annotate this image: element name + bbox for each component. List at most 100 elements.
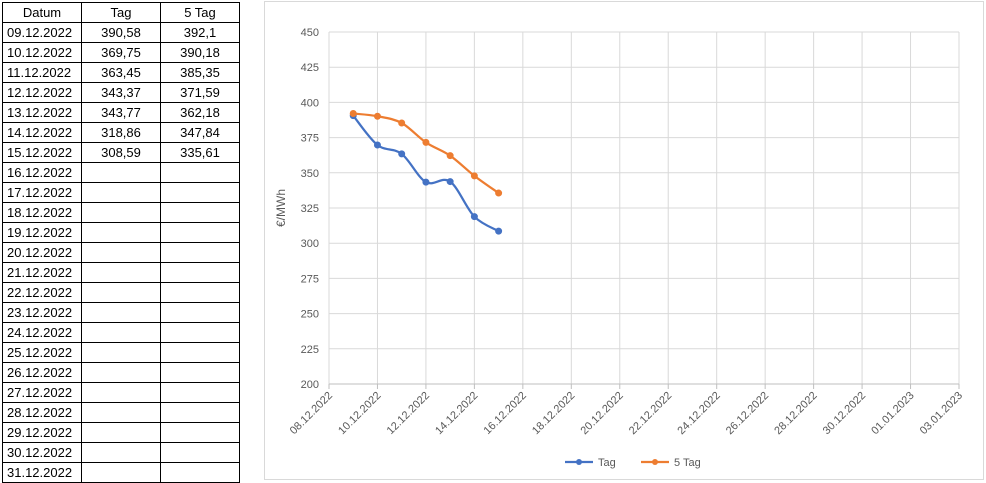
cell-5-tag[interactable]	[160, 402, 240, 423]
cell-tag[interactable]: 308,59	[81, 142, 161, 163]
x-tick-label: 18.12.2022	[530, 390, 577, 437]
cell-5-tag[interactable]	[160, 382, 240, 403]
cell-datum[interactable]: 23.12.2022	[2, 302, 82, 323]
cell-datum[interactable]: 16.12.2022	[2, 162, 82, 183]
cell-5-tag[interactable]: 347,84	[160, 122, 240, 143]
cell-tag[interactable]	[81, 162, 161, 183]
cell-5-tag[interactable]: 390,18	[160, 42, 240, 63]
cell-5-tag[interactable]: 371,59	[160, 82, 240, 103]
cell-datum[interactable]: 29.12.2022	[2, 422, 82, 443]
cell-tag[interactable]	[81, 222, 161, 243]
y-tick-label: 300	[301, 238, 319, 250]
cell-datum[interactable]: 27.12.2022	[2, 382, 82, 403]
cell-tag[interactable]: 343,37	[81, 82, 161, 103]
cell-tag[interactable]	[81, 342, 161, 363]
cell-5-tag[interactable]	[160, 182, 240, 203]
cell-datum[interactable]: 10.12.2022	[2, 42, 82, 63]
cell-tag[interactable]	[81, 422, 161, 443]
cell-5-tag[interactable]	[160, 162, 240, 183]
x-tick-label: 14.12.2022	[433, 390, 480, 437]
cell-tag[interactable]	[81, 202, 161, 223]
cell-tag[interactable]	[81, 382, 161, 403]
x-tick-label: 30.12.2022	[821, 390, 868, 437]
table-row: 29.12.2022	[2, 422, 240, 443]
cell-datum[interactable]: 24.12.2022	[2, 322, 82, 343]
legend-swatch-marker	[652, 459, 658, 465]
y-tick-label: 225	[301, 344, 319, 356]
table-row: 11.12.2022 363,45 385,35	[2, 62, 240, 83]
cell-tag[interactable]	[81, 242, 161, 263]
cell-datum[interactable]: 18.12.2022	[2, 202, 82, 223]
cell-5-tag[interactable]: 385,35	[160, 62, 240, 83]
table-row: 18.12.2022	[2, 202, 240, 223]
cell-tag[interactable]: 343,77	[81, 102, 161, 123]
cell-datum[interactable]: 21.12.2022	[2, 262, 82, 283]
table-row: 27.12.2022	[2, 382, 240, 403]
cell-datum[interactable]: 28.12.2022	[2, 402, 82, 423]
cell-5-tag[interactable]	[160, 322, 240, 343]
cell-datum[interactable]: 25.12.2022	[2, 342, 82, 363]
cell-5-tag[interactable]	[160, 442, 240, 463]
cell-5-tag[interactable]	[160, 242, 240, 263]
cell-5-tag[interactable]	[160, 302, 240, 323]
cell-tag[interactable]	[81, 462, 161, 483]
data-point	[398, 150, 406, 158]
y-tick-label: 425	[301, 62, 319, 74]
table-row: 22.12.2022	[2, 282, 240, 303]
cell-5-tag[interactable]	[160, 362, 240, 383]
cell-tag[interactable]	[81, 262, 161, 283]
cell-tag[interactable]: 318,86	[81, 122, 161, 143]
y-tick-label: 375	[301, 133, 319, 145]
cell-datum[interactable]: 11.12.2022	[2, 62, 82, 83]
data-point	[398, 119, 406, 127]
cell-5-tag[interactable]: 362,18	[160, 102, 240, 123]
cell-tag[interactable]	[81, 322, 161, 343]
cell-5-tag[interactable]	[160, 422, 240, 443]
table-row: 12.12.2022 343,37 371,59	[2, 82, 240, 103]
y-tick-label: 250	[301, 309, 319, 321]
cell-datum[interactable]: 14.12.2022	[2, 122, 82, 143]
cell-tag[interactable]	[81, 302, 161, 323]
y-tick-label: 200	[301, 379, 319, 391]
cell-5-tag[interactable]: 392,1	[160, 22, 240, 43]
cell-datum[interactable]: 09.12.2022	[2, 22, 82, 43]
cell-tag[interactable]	[81, 182, 161, 203]
header-datum[interactable]: Datum	[2, 2, 82, 23]
x-tick-label: 08.12.2022	[288, 390, 335, 437]
chart-area[interactable]: 200 225 250 275 300 325 350 375 400 425 450 08.12.2…	[264, 1, 984, 480]
cell-5-tag[interactable]: 335,61	[160, 142, 240, 163]
cell-datum[interactable]: 12.12.2022	[2, 82, 82, 103]
cell-datum[interactable]: 15.12.2022	[2, 142, 82, 163]
cell-datum[interactable]: 17.12.2022	[2, 182, 82, 203]
table-row: 19.12.2022	[2, 222, 240, 243]
table-row: 28.12.2022	[2, 402, 240, 423]
cell-datum[interactable]: 26.12.2022	[2, 362, 82, 383]
cell-tag[interactable]: 390,58	[81, 22, 161, 43]
data-point	[373, 141, 381, 149]
cell-5-tag[interactable]	[160, 202, 240, 223]
cell-5-tag[interactable]	[160, 222, 240, 243]
cell-tag[interactable]	[81, 442, 161, 463]
cell-tag[interactable]: 369,75	[81, 42, 161, 63]
cell-datum[interactable]: 30.12.2022	[2, 442, 82, 463]
cell-5-tag[interactable]	[160, 282, 240, 303]
cell-datum[interactable]: 19.12.2022	[2, 222, 82, 243]
x-tick-label: 24.12.2022	[675, 390, 722, 437]
table-header-row: Datum Tag 5 Tag	[2, 2, 240, 23]
cell-datum[interactable]: 31.12.2022	[2, 462, 82, 483]
cell-tag[interactable]	[81, 362, 161, 383]
cell-datum[interactable]: 22.12.2022	[2, 282, 82, 303]
x-tick-label: 16.12.2022	[482, 390, 529, 437]
cell-tag[interactable]: 363,45	[81, 62, 161, 83]
x-tick-label: 01.01.2023	[869, 390, 916, 437]
cell-datum[interactable]: 20.12.2022	[2, 242, 82, 263]
cell-tag[interactable]	[81, 282, 161, 303]
cell-tag[interactable]	[81, 402, 161, 423]
cell-5-tag[interactable]	[160, 342, 240, 363]
cell-5-tag[interactable]	[160, 462, 240, 483]
cell-5-tag[interactable]	[160, 262, 240, 283]
y-tick-label: 450	[301, 27, 319, 39]
header-tag[interactable]: Tag	[81, 2, 161, 23]
cell-datum[interactable]: 13.12.2022	[2, 102, 82, 123]
header-5-tag[interactable]: 5 Tag	[160, 2, 240, 23]
